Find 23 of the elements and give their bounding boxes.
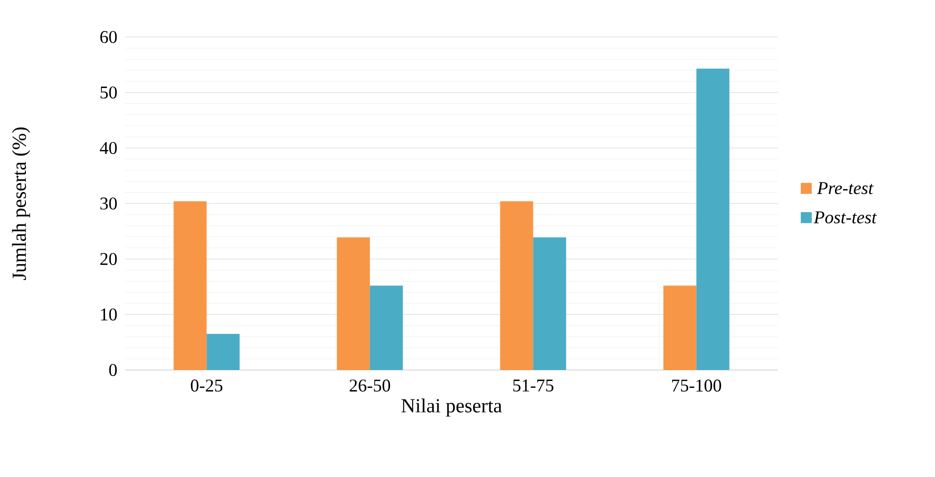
y-tick-label: 40 [100,142,117,154]
bar [696,68,730,370]
y-tick-label: 30 [100,197,117,210]
x-tick-label: 75-100 [672,380,722,392]
y-tick-label: 0 [109,364,117,376]
bar [174,201,207,370]
y-tick-label: 60 [100,30,117,44]
bar [500,201,534,370]
bar [663,286,696,370]
x-axis-title: Nilai peserta [401,398,502,417]
x-tick-label: 51-75 [513,380,554,392]
x-tick-label: 0-25 [190,380,222,392]
bar [370,286,403,370]
y-tick-label: 50 [100,86,117,99]
legend-label: Post-test [814,211,877,224]
y-axis-title: Jumlah peserta (%) [12,127,30,280]
y-tick-label: 10 [101,308,117,321]
bar [206,334,240,370]
x-tick-label: 26-50 [350,380,390,392]
y-tick-label: 20 [100,252,117,266]
bar [336,237,370,370]
bar [533,237,566,370]
legend-label: Pre-test [817,182,874,194]
